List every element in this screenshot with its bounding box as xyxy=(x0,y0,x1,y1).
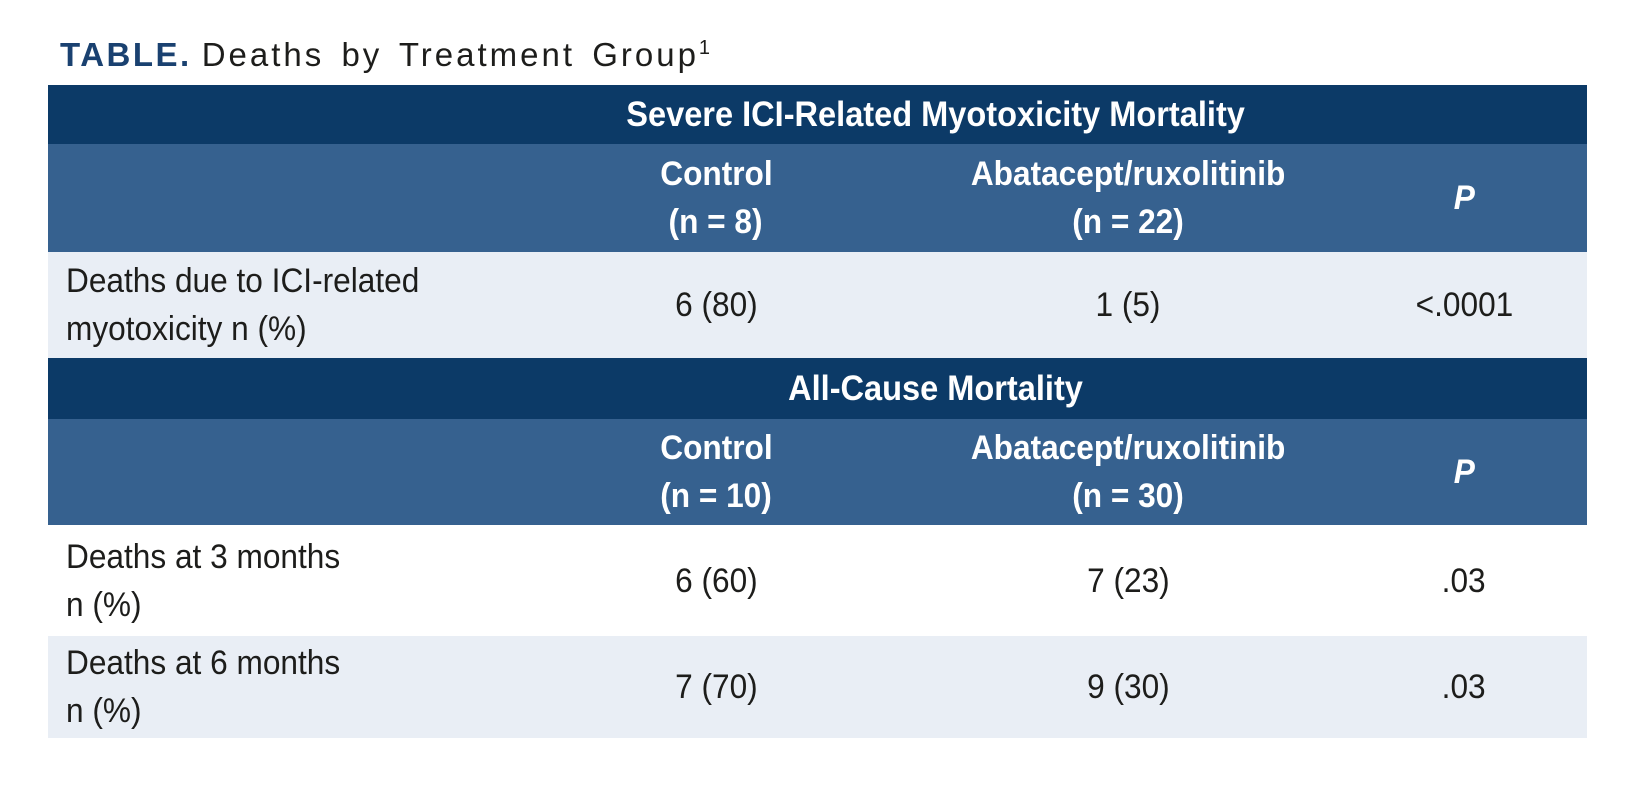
control-header-n-2: (n = 10) xyxy=(660,477,772,515)
row-label-line1: Deaths at 3 months xyxy=(66,537,341,576)
treatment-header-name-2: Abatacept/ruxolitinib xyxy=(970,429,1286,467)
value-cell-treatment: 1 (5) xyxy=(915,281,1341,329)
value-cell-treatment: 7 (23) xyxy=(915,557,1341,605)
value-cell-control: 7 (70) xyxy=(517,663,915,711)
treatment-header-name-1: Abatacept/ruxolitinib xyxy=(970,155,1286,193)
column-header-control-2: Control (n = 10) xyxy=(517,424,915,520)
value-p: .03 xyxy=(1442,561,1486,600)
table-title-footnote-marker: 1 xyxy=(698,37,711,59)
p-header-label-1: P xyxy=(1453,179,1475,217)
treatment-header-n-2: (n = 30) xyxy=(1072,477,1184,515)
value-control: 6 (60) xyxy=(674,561,758,600)
column-header-treatment-2: Abatacept/ruxolitinib (n = 30) xyxy=(915,424,1341,520)
control-header-name-2: Control xyxy=(659,429,773,467)
value-treatment: 7 (23) xyxy=(1086,561,1170,600)
control-header-n-1: (n = 8) xyxy=(668,203,763,241)
column-header-p-2: P xyxy=(1341,448,1587,496)
value-cell-p: .03 xyxy=(1341,663,1587,711)
row-label: Deaths due to ICI-related myotoxicity n … xyxy=(48,257,517,353)
row-label-line2: n (%) xyxy=(66,585,142,624)
section-header-all-cause: All-Cause Mortality xyxy=(48,358,1587,419)
value-cell-p: .03 xyxy=(1341,557,1587,605)
deaths-table: Severe ICI-Related Myotoxicity Mortality… xyxy=(48,85,1587,738)
column-header-treatment-1: Abatacept/ruxolitinib (n = 22) xyxy=(915,150,1341,246)
table-row: Deaths at 3 months n (%) 6 (60) 7 (23) .… xyxy=(48,525,1587,636)
table-row: Deaths due to ICI-related myotoxicity n … xyxy=(48,252,1587,358)
table-title-text: Deaths by Treatment Group xyxy=(201,36,699,73)
column-header-control-1: Control (n = 8) xyxy=(517,150,915,246)
row-label-line2: n (%) xyxy=(66,692,142,730)
section-header-severe-ici: Severe ICI-Related Myotoxicity Mortality xyxy=(48,85,1587,144)
row-label-line2: myotoxicity n (%) xyxy=(66,310,307,348)
value-treatment: 1 (5) xyxy=(1095,286,1161,324)
p-header-label-2: P xyxy=(1453,453,1475,491)
table-title-prefix: TABLE. xyxy=(60,36,192,73)
value-control: 7 (70) xyxy=(674,668,758,706)
section-header-severe-ici-label: Severe ICI-Related Myotoxicity Mortality xyxy=(626,94,1245,134)
value-p: .03 xyxy=(1442,668,1486,706)
table-title: TABLE. Deaths by Treatment Group1 xyxy=(60,36,710,74)
column-header-p-1: P xyxy=(1341,174,1587,222)
value-p: <.0001 xyxy=(1415,286,1513,324)
control-header-name-1: Control xyxy=(659,155,773,193)
row-label-line1: Deaths due to ICI-related xyxy=(66,262,420,300)
section-header-all-cause-label: All-Cause Mortality xyxy=(788,368,1083,408)
row-label: Deaths at 6 months n (%) xyxy=(48,639,517,735)
row-label: Deaths at 3 months n (%) xyxy=(48,533,517,629)
column-header-row-1: Control (n = 8) Abatacept/ruxolitinib (n… xyxy=(48,144,1587,252)
column-header-row-2: Control (n = 10) Abatacept/ruxolitinib (… xyxy=(48,419,1587,525)
value-cell-p: <.0001 xyxy=(1341,281,1587,329)
row-label-line1: Deaths at 6 months xyxy=(66,644,341,682)
table-row: Deaths at 6 months n (%) 7 (70) 9 (30) .… xyxy=(48,636,1587,738)
value-cell-treatment: 9 (30) xyxy=(915,663,1341,711)
value-cell-control: 6 (80) xyxy=(517,281,915,329)
value-cell-control: 6 (60) xyxy=(517,557,915,605)
value-control: 6 (80) xyxy=(674,286,758,324)
treatment-header-n-1: (n = 22) xyxy=(1072,203,1184,241)
value-treatment: 9 (30) xyxy=(1086,668,1170,706)
